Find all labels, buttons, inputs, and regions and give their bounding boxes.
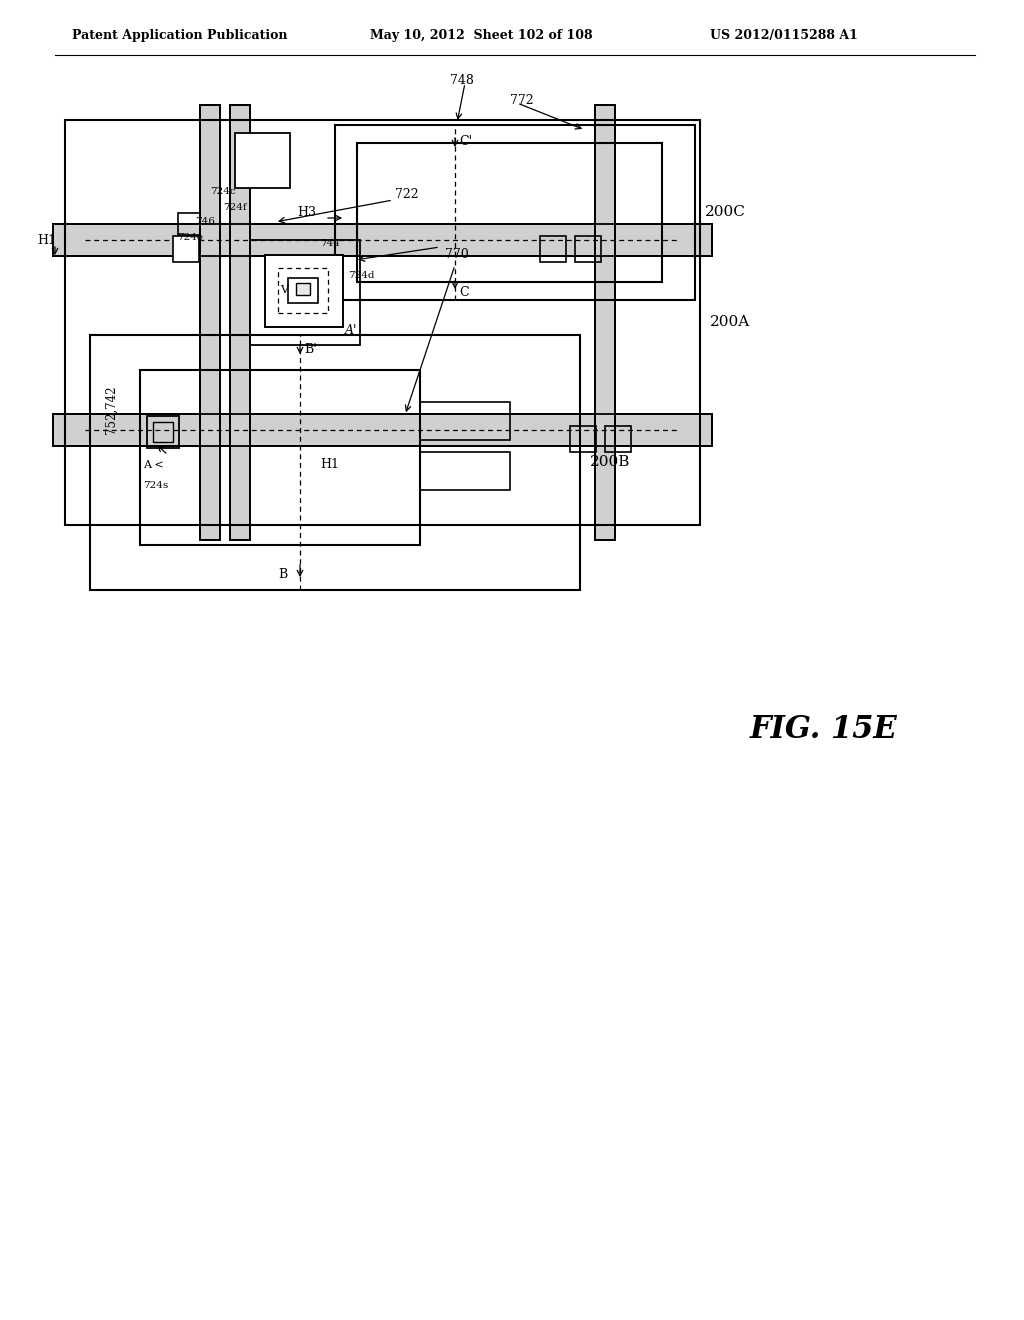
Bar xyxy=(575,236,601,261)
Text: US 2012/0115288 A1: US 2012/0115288 A1 xyxy=(710,29,858,41)
Text: H1: H1 xyxy=(319,458,339,471)
Bar xyxy=(357,143,662,282)
Bar xyxy=(200,106,220,540)
Text: B: B xyxy=(279,568,288,581)
Text: Patent Application Publication: Patent Application Publication xyxy=(72,29,288,41)
Text: 200B: 200B xyxy=(590,455,631,470)
Bar xyxy=(296,282,310,294)
Bar xyxy=(420,451,510,490)
Text: 724c: 724c xyxy=(210,187,236,197)
Bar xyxy=(53,224,712,256)
Text: 772: 772 xyxy=(510,94,534,107)
Bar xyxy=(570,426,596,451)
Text: V: V xyxy=(280,285,288,294)
Text: 748: 748 xyxy=(450,74,474,87)
Bar xyxy=(53,224,712,256)
Text: 744: 744 xyxy=(319,239,340,248)
Bar xyxy=(153,422,173,442)
Text: 724s: 724s xyxy=(143,480,168,490)
Bar xyxy=(278,268,328,313)
Bar xyxy=(140,370,420,545)
Bar xyxy=(147,416,179,447)
Bar xyxy=(540,236,566,261)
Text: 770: 770 xyxy=(445,248,469,261)
Text: 724f: 724f xyxy=(223,202,247,211)
Text: C: C xyxy=(459,286,469,300)
Bar xyxy=(335,125,695,300)
Bar xyxy=(53,414,712,446)
Bar xyxy=(595,106,615,540)
Text: H3: H3 xyxy=(297,206,316,219)
Bar xyxy=(605,426,631,451)
Text: C': C' xyxy=(459,135,472,148)
Text: 722: 722 xyxy=(395,189,419,202)
Text: 200A: 200A xyxy=(710,315,751,330)
Bar xyxy=(288,279,318,304)
Bar xyxy=(230,106,250,540)
Bar xyxy=(265,255,343,327)
Text: 200C: 200C xyxy=(705,206,745,219)
Bar xyxy=(53,414,712,446)
Text: 724d: 724d xyxy=(348,271,375,280)
Bar xyxy=(173,236,199,261)
Text: May 10, 2012  Sheet 102 of 108: May 10, 2012 Sheet 102 of 108 xyxy=(370,29,593,41)
Bar xyxy=(65,120,700,525)
Text: A': A' xyxy=(345,323,357,337)
Text: 746: 746 xyxy=(195,218,215,227)
Bar xyxy=(230,106,250,540)
Text: A <: A < xyxy=(143,459,164,470)
Text: 724e: 724e xyxy=(177,232,203,242)
Bar xyxy=(595,106,615,540)
Text: FIG. 15E: FIG. 15E xyxy=(750,714,898,746)
Text: 752,742: 752,742 xyxy=(105,385,118,434)
Bar xyxy=(250,240,360,345)
Bar xyxy=(90,335,580,590)
Bar xyxy=(178,213,200,235)
Bar xyxy=(234,133,290,187)
Text: H1: H1 xyxy=(37,234,56,247)
Bar xyxy=(200,106,220,540)
Text: B': B' xyxy=(304,343,316,356)
Bar xyxy=(265,255,343,327)
Bar xyxy=(420,403,510,440)
